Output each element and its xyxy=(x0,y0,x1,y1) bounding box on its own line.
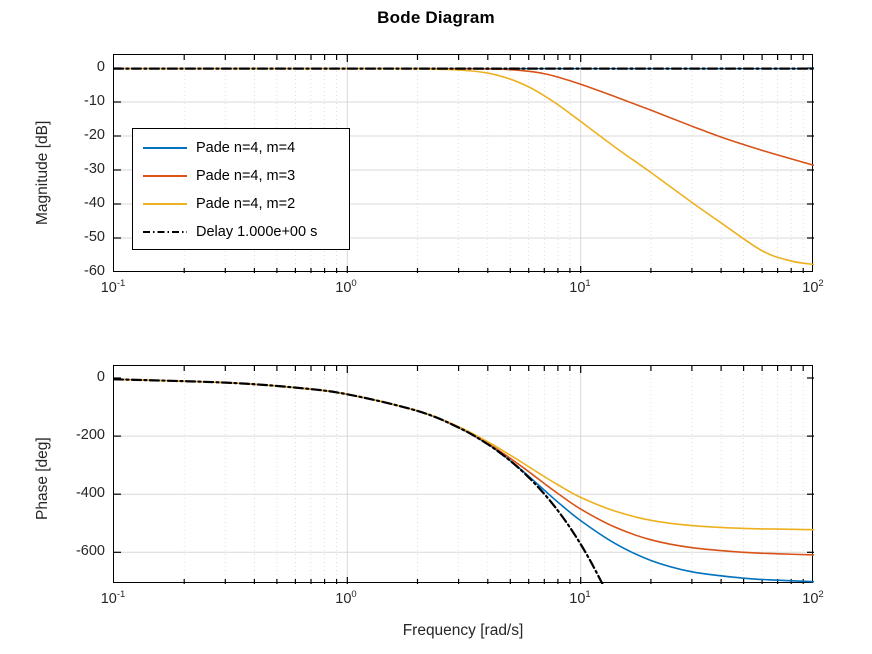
legend-line-swatch-yellow xyxy=(143,197,187,211)
legend-item-pade-m4: Pade n=4, m=4 xyxy=(133,134,349,162)
magnitude-ytick-0: 0 xyxy=(96,59,105,75)
magnitude-xtick-2: 101 xyxy=(569,278,591,296)
legend-line-swatch-orange xyxy=(143,169,187,183)
phase-plot-canvas xyxy=(114,366,814,584)
dashdot-line-icon xyxy=(143,231,187,233)
phase-ytick-0: 0 xyxy=(96,369,105,385)
magnitude-ytick-m60: -60 xyxy=(84,263,105,279)
phase-minor-grid xyxy=(183,366,804,584)
magnitude-xtick-3: 102 xyxy=(802,278,824,296)
legend-label-pade-m4: Pade n=4, m=4 xyxy=(196,140,296,156)
phase-ytick-m400: -400 xyxy=(75,485,105,501)
series-pade-n-4-m-3 xyxy=(114,378,814,556)
phase-xtick-0: 10-1 xyxy=(100,589,126,607)
phase-xtick-1: 100 xyxy=(335,589,357,607)
phase-axis-label: Phase [deg] xyxy=(34,437,51,520)
frequency-axis-label: Frequency [rad/s] xyxy=(402,622,524,639)
magnitude-ytick-m50: -50 xyxy=(84,229,105,245)
magnitude-ytick-m40: -40 xyxy=(84,195,105,211)
magnitude-ytick-m10: -10 xyxy=(84,93,105,109)
magnitude-minor-grid xyxy=(183,55,804,273)
figure-title: Bode Diagram xyxy=(377,8,495,27)
phase-axes xyxy=(113,365,814,584)
series-pade-n-4-m-2 xyxy=(114,67,814,266)
phase-grid xyxy=(114,366,814,584)
legend-line-swatch-blue xyxy=(143,141,187,155)
phase-ticks xyxy=(114,366,814,584)
magnitude-xtick-0: 10-1 xyxy=(100,278,126,296)
phase-curves xyxy=(114,378,814,584)
legend-label-pade-m2: Pade n=4, m=2 xyxy=(196,196,296,212)
legend-label-delay: Delay 1.000e+00 s xyxy=(196,224,318,240)
magnitude-curves xyxy=(114,67,814,266)
magnitude-plot-canvas xyxy=(114,55,814,273)
series-pade-n-4-m-4 xyxy=(114,378,814,583)
legend-label-pade-m3: Pade n=4, m=3 xyxy=(196,168,296,184)
phase-xtick-3: 102 xyxy=(802,589,824,607)
phase-ytick-m600: -600 xyxy=(75,543,105,559)
legend-item-pade-m2: Pade n=4, m=2 xyxy=(133,190,349,218)
series-delay-1-000e-00-s xyxy=(114,378,604,584)
phase-ytick-m200: -200 xyxy=(75,427,105,443)
legend-item-delay: Delay 1.000e+00 s xyxy=(133,218,349,246)
magnitude-ticks xyxy=(114,55,814,273)
legend-dashdot-swatch-black xyxy=(143,225,187,239)
series-pade-n-4-m-2 xyxy=(114,378,814,531)
legend-item-pade-m3: Pade n=4, m=3 xyxy=(133,162,349,190)
magnitude-ytick-m30: -30 xyxy=(84,161,105,177)
legend: Pade n=4, m=4 Pade n=4, m=3 Pade n=4, m=… xyxy=(132,128,350,250)
phase-xtick-2: 101 xyxy=(569,589,591,607)
magnitude-xtick-1: 100 xyxy=(335,278,357,296)
magnitude-ytick-m20: -20 xyxy=(84,127,105,143)
